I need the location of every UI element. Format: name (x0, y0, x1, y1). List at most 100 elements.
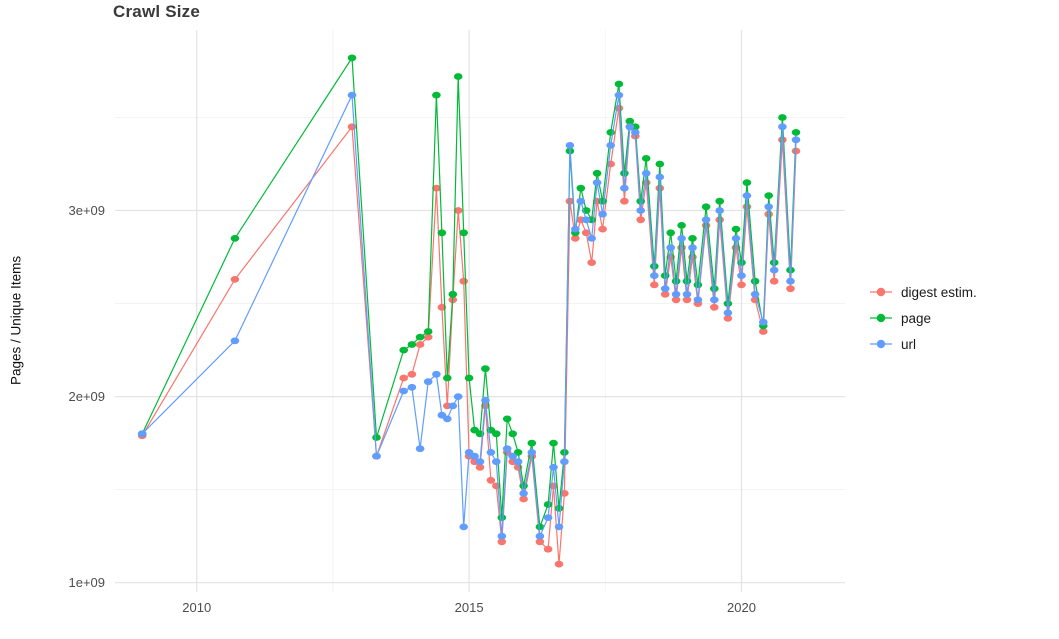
data-point (606, 142, 615, 149)
data-point (527, 449, 537, 456)
data-point (769, 266, 779, 274)
y-tick-label: 2e+09 (68, 389, 105, 404)
data-point (759, 328, 768, 335)
x-tick-label: 2010 (182, 600, 211, 615)
x-tick-label: 2020 (727, 600, 756, 615)
data-point (554, 504, 564, 512)
data-point (432, 370, 441, 378)
data-point (502, 445, 512, 453)
data-point (486, 449, 496, 456)
data-point (230, 337, 240, 345)
data-point (448, 402, 458, 410)
data-point (481, 396, 490, 404)
data-point (791, 129, 801, 136)
data-point (453, 73, 463, 80)
data-point (492, 430, 501, 438)
data-point (677, 222, 686, 229)
data-point (701, 203, 711, 211)
data-point (475, 463, 485, 471)
gridlines (115, 30, 845, 592)
data-point (407, 341, 417, 348)
data-point (723, 309, 733, 317)
data-point (671, 277, 681, 285)
data-point (443, 374, 452, 382)
legend-key-digest-estim-icon (870, 287, 892, 297)
data-point (778, 123, 787, 131)
legend-key-url-icon (870, 339, 892, 349)
data-point (666, 229, 675, 237)
data-point (682, 296, 692, 304)
legend-item-digest-estim: digest estim. (868, 284, 977, 300)
data-point (475, 458, 485, 466)
data-point (497, 514, 507, 521)
data-point (710, 285, 719, 293)
y-tick-label: 1e+09 (68, 575, 105, 590)
data-point (587, 235, 596, 242)
data-point (565, 197, 575, 205)
data-point (459, 523, 469, 531)
data-point (508, 452, 517, 460)
data-point (723, 300, 733, 307)
data-point (682, 277, 692, 285)
data-point (660, 285, 670, 293)
data-point (372, 434, 381, 441)
data-point (625, 117, 635, 125)
data-point (731, 225, 741, 233)
data-point (737, 259, 746, 266)
data-point (581, 216, 591, 224)
data-point (592, 169, 602, 177)
data-point (554, 560, 564, 568)
data-point (437, 229, 447, 237)
data-point (535, 532, 545, 540)
data-point (230, 235, 240, 242)
data-point (527, 439, 537, 447)
data-point (372, 452, 381, 460)
series-url (137, 91, 801, 540)
data-point (407, 370, 417, 378)
data-point (137, 430, 147, 438)
data-point (543, 545, 553, 553)
data-point (731, 235, 741, 242)
data-point (513, 458, 523, 466)
data-point (682, 290, 692, 298)
legend-label-page: page (901, 310, 932, 326)
data-point (655, 173, 665, 181)
data-point (737, 272, 746, 279)
data-point (737, 281, 746, 289)
axis-tick-labels: 1e+09 2e+09 3e+09 2010 2015 2020 (68, 203, 755, 615)
data-point (230, 276, 240, 283)
data-point (407, 383, 417, 391)
legend: digest estim. page url (868, 284, 977, 352)
data-point (415, 333, 425, 341)
data-point (764, 203, 773, 211)
data-point (508, 430, 517, 438)
data-point (764, 192, 773, 200)
data-point (415, 341, 425, 348)
data-point (650, 281, 659, 289)
data-point (399, 387, 409, 395)
data-point (554, 523, 564, 531)
data-point (571, 225, 580, 233)
data-point (677, 235, 686, 242)
data-point (614, 91, 624, 99)
data-point (453, 207, 463, 214)
data-point (742, 179, 752, 187)
data-point (453, 393, 463, 400)
data-point (459, 229, 469, 237)
data-point (347, 91, 357, 99)
data-point (631, 129, 640, 136)
data-point (347, 54, 357, 62)
data-point (778, 136, 787, 144)
data-point (655, 160, 665, 168)
data-point (486, 476, 496, 484)
legend-item-url: url (868, 336, 977, 352)
data-point (470, 452, 479, 460)
data-point (549, 439, 558, 447)
data-point (581, 229, 591, 237)
data-point (759, 318, 768, 326)
data-point (641, 155, 651, 162)
data-point (519, 495, 528, 503)
data-point (750, 277, 760, 285)
data-point (666, 244, 675, 252)
legend-label-url: url (901, 336, 917, 352)
